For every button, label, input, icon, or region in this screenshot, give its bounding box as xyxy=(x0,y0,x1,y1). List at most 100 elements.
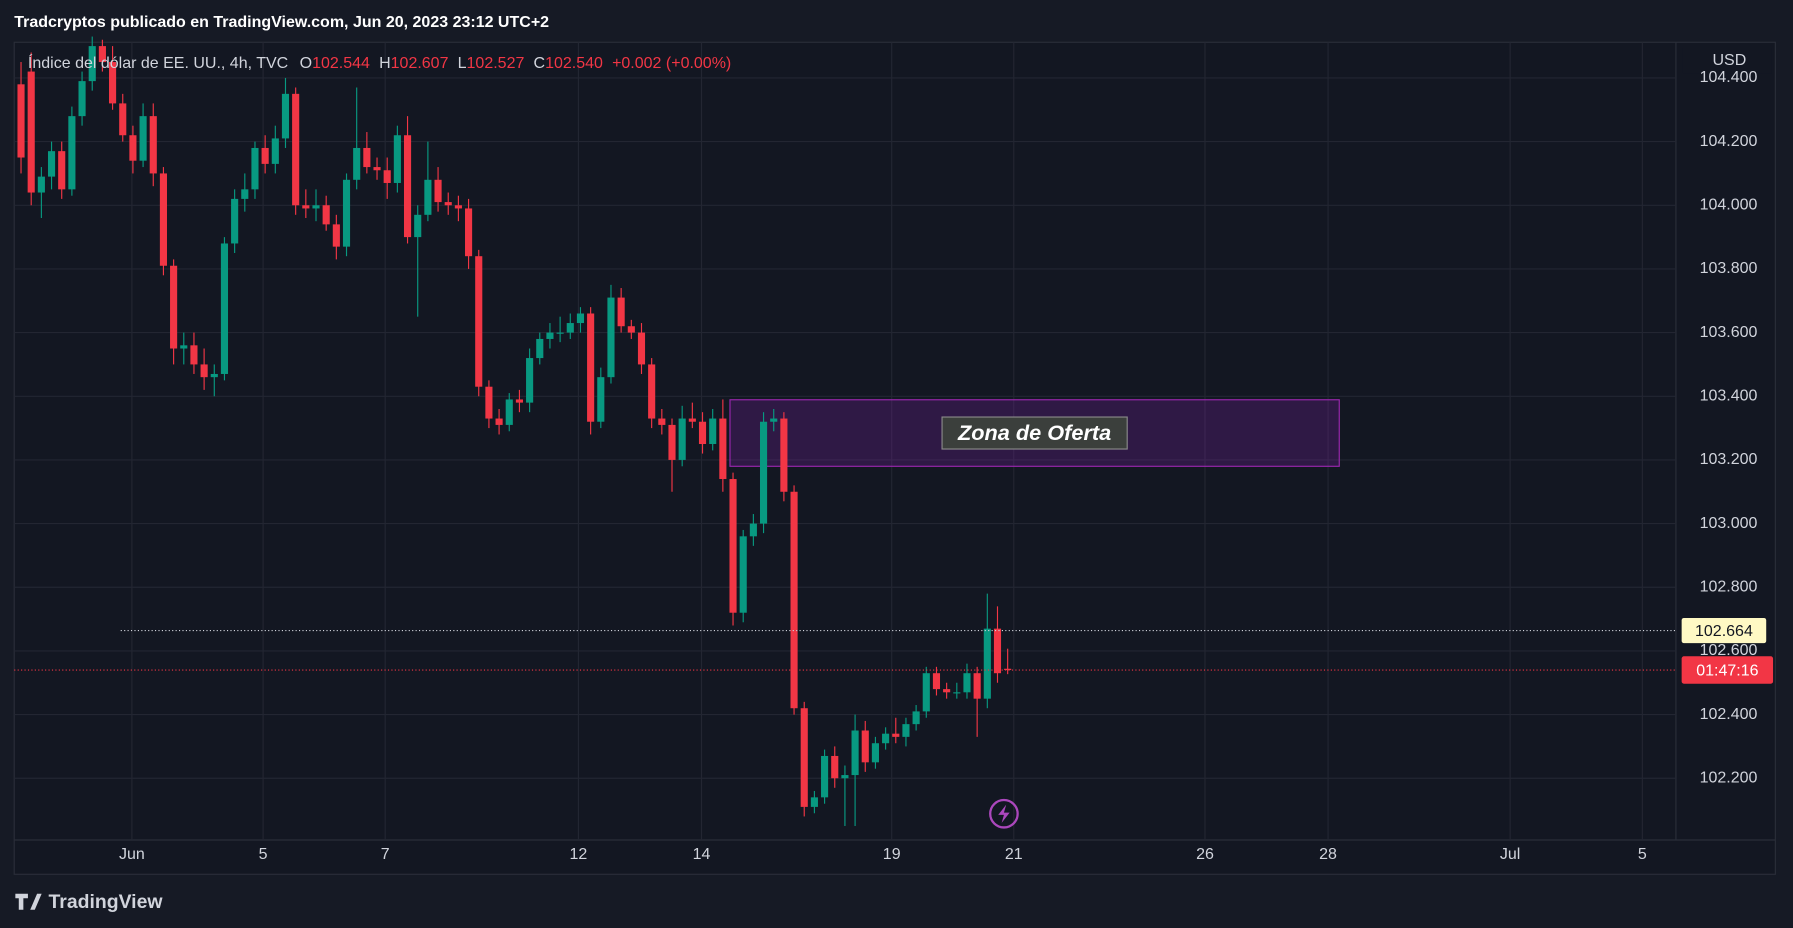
y-tick-label: 102.200 xyxy=(1700,769,1758,786)
x-tick-label: 12 xyxy=(570,846,588,863)
candle-body xyxy=(231,198,239,244)
candle-body xyxy=(78,81,86,117)
candle-body xyxy=(729,479,737,613)
candle-body xyxy=(58,151,66,190)
candle-body xyxy=(648,364,656,419)
candle-body xyxy=(322,205,330,225)
candle-body xyxy=(475,256,483,387)
x-tick-label: 14 xyxy=(693,846,711,863)
plot xyxy=(14,36,1676,826)
candle-body xyxy=(88,46,96,82)
candle-body xyxy=(892,733,900,737)
candle-body xyxy=(68,116,76,190)
candle-body xyxy=(963,673,971,693)
candle-body xyxy=(678,418,686,460)
candle-body xyxy=(770,418,778,422)
candle-body xyxy=(515,399,523,403)
candle-body xyxy=(993,628,1002,674)
candle-body xyxy=(159,173,167,266)
x-tick-label: 5 xyxy=(1638,846,1647,863)
legend-value: 102.544 xyxy=(312,55,370,72)
countdown: 01:47:16 xyxy=(1696,662,1758,679)
y-tick-label: 103.000 xyxy=(1700,515,1758,532)
candle-body xyxy=(902,724,910,737)
candle-body xyxy=(485,386,493,419)
x-tick-label: 7 xyxy=(381,846,390,863)
candle-body xyxy=(17,84,25,158)
candle-body xyxy=(434,179,442,203)
zone-label: Zona de Oferta xyxy=(957,420,1111,445)
candle-body xyxy=(495,418,503,425)
candle-body xyxy=(261,147,269,164)
candle-body xyxy=(1004,668,1012,671)
candle-body xyxy=(129,135,137,161)
legend-label: L xyxy=(458,55,467,72)
y-tick-label: 102.400 xyxy=(1700,706,1758,723)
candle-body xyxy=(47,151,56,177)
candle-body xyxy=(566,323,574,333)
candle-body xyxy=(688,418,696,422)
candle-body xyxy=(119,103,127,136)
candle-body xyxy=(98,46,106,63)
candle-body xyxy=(292,93,300,206)
candle-body xyxy=(627,326,635,333)
zone-label-bg xyxy=(941,416,1128,450)
y-tick-label: 103.600 xyxy=(1700,324,1758,341)
candle-body xyxy=(932,673,941,690)
x-tick-label: 19 xyxy=(883,846,901,863)
candle-body xyxy=(882,733,890,744)
candle-body xyxy=(658,418,666,425)
candle-body xyxy=(332,224,340,247)
candle-body xyxy=(353,147,361,180)
x-tick-label: 21 xyxy=(1005,846,1023,863)
y-tick-label: 104.000 xyxy=(1700,196,1758,213)
y-tick-label: 103.200 xyxy=(1700,451,1758,468)
candle-body xyxy=(637,332,646,365)
candle-body xyxy=(180,345,188,349)
candle-body xyxy=(912,711,920,725)
y-tick-label: 104.200 xyxy=(1700,133,1758,150)
legend-label: H xyxy=(379,55,391,72)
candle-body xyxy=(556,332,564,334)
candle-body xyxy=(698,421,707,445)
candle-body xyxy=(607,297,615,378)
candle-body xyxy=(444,202,452,206)
candle-body xyxy=(973,673,981,699)
candle-body xyxy=(810,797,818,807)
candle-body xyxy=(953,692,961,694)
publisher: Tradcryptos publicado en TradingView.com… xyxy=(14,14,549,31)
candle-body xyxy=(139,116,147,161)
countdown-bg xyxy=(1681,656,1774,684)
x-tick-label: Jul xyxy=(1500,846,1520,863)
event-icon[interactable] xyxy=(989,798,1019,829)
currency: USD xyxy=(1713,52,1747,69)
candle-body xyxy=(403,135,412,238)
candle-body xyxy=(800,708,808,807)
x-tick-label: Jun xyxy=(119,846,145,863)
candle-body xyxy=(424,179,432,215)
candle-body xyxy=(251,147,259,190)
candle-body xyxy=(587,313,595,422)
price-tag: 102.664 xyxy=(1695,623,1753,640)
candle-body xyxy=(749,523,757,537)
y-tick-label: 102.600 xyxy=(1700,642,1758,659)
candle-body xyxy=(617,297,625,327)
legend-title: Índice del dólar de EE. UU., 4h, TVC xyxy=(28,53,288,72)
candle-body xyxy=(871,743,879,763)
legend-label: O xyxy=(300,55,312,72)
candle-body xyxy=(576,313,585,324)
price-tag-bg xyxy=(1681,617,1767,644)
candle-body xyxy=(739,536,747,613)
logo xyxy=(15,893,42,910)
legend-change: +0.002 (+0.00%) xyxy=(612,55,731,72)
candle-body xyxy=(922,673,930,712)
candle-body xyxy=(943,689,951,693)
candle-body xyxy=(719,418,727,480)
event-bolt xyxy=(998,804,1010,823)
candle-body xyxy=(597,377,605,422)
candle-body xyxy=(241,189,249,199)
candle-body xyxy=(861,730,869,763)
x-tick-label: 26 xyxy=(1196,846,1214,863)
candle-body xyxy=(373,167,381,171)
